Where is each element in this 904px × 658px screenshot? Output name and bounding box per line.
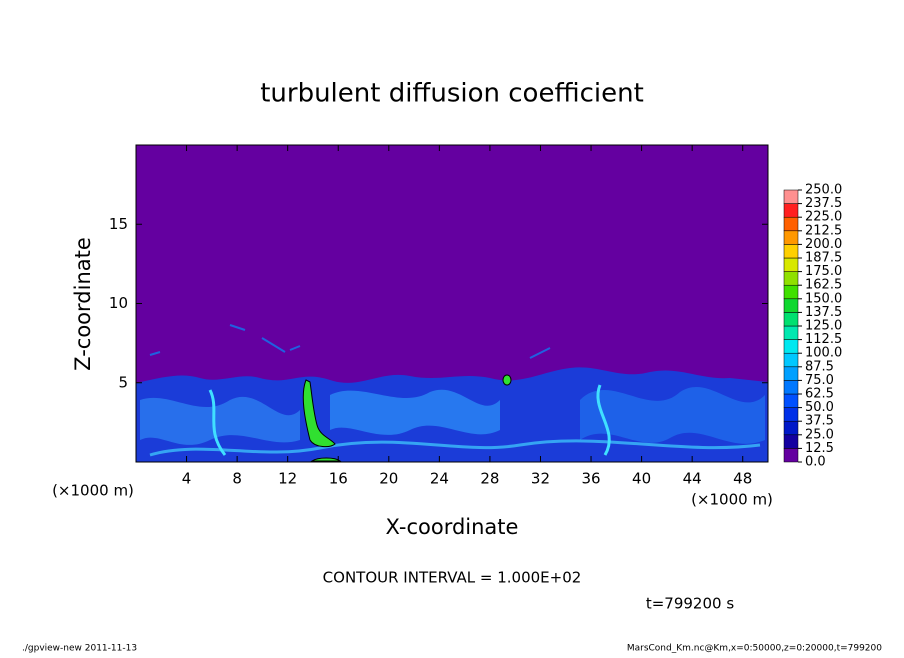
x-tick-label: 36	[581, 470, 600, 488]
colorbar-bin	[783, 420, 799, 436]
colorbar-label: 125.0	[805, 319, 842, 334]
contour-interval: CONTOUR INTERVAL = 1.000E+02	[323, 569, 582, 587]
colorbar-label: 225.0	[805, 210, 842, 225]
time-label: t=799200 s	[646, 595, 734, 613]
x-tick-label: 8	[232, 470, 242, 488]
colorbar-bin	[783, 325, 799, 340]
x-tick-label: 4	[182, 470, 192, 488]
eddy	[330, 389, 500, 435]
colorbar-bin	[783, 312, 799, 327]
colorbar-bin	[783, 203, 799, 218]
y-tick-label: 15	[109, 215, 128, 233]
footer-left: ./gpview-new 2011-11-13	[22, 644, 137, 654]
colorbar-label: 137.5	[805, 305, 842, 320]
plume	[310, 457, 342, 462]
colorbar-label: 237.5	[805, 196, 842, 211]
colorbar-bin	[783, 407, 799, 422]
y-tick-label: 5	[118, 373, 128, 391]
colorbar-label: 150.0	[805, 291, 842, 306]
x-tick-label: 48	[733, 470, 752, 488]
eddy-streak	[208, 389, 227, 456]
colorbar-bin	[783, 284, 799, 300]
colorbar-label: 62.5	[805, 387, 834, 402]
x-tick-label: 44	[683, 470, 702, 488]
eddy-streak	[149, 439, 761, 457]
colorbar: 0.012.525.037.550.062.575.087.5100.0112.…	[783, 183, 842, 470]
colorbar-bin	[783, 339, 799, 354]
eddy	[580, 386, 765, 444]
eddy-streak	[149, 324, 551, 359]
colorbar-bin	[783, 434, 799, 449]
x-tick-label: 20	[379, 470, 398, 488]
colorbar-label: 187.5	[805, 251, 842, 266]
colorbar-label: 0.0	[805, 455, 826, 470]
y-axis-label: Z-coordinate	[71, 237, 95, 371]
y-tick-label: 10	[109, 294, 128, 312]
colorbar-label: 50.0	[805, 400, 834, 415]
footer-right: MarsCond_Km.nc@Km,x=0:50000,z=0:20000,t=…	[627, 644, 882, 654]
colorbar-bin	[783, 230, 799, 245]
x-unit-label: (×1000 m)	[691, 491, 773, 509]
colorbar-bin	[783, 448, 799, 463]
eddy	[140, 396, 300, 445]
x-axis-label: X-coordinate	[386, 515, 519, 539]
x-tick-label: 12	[278, 470, 297, 488]
colorbar-label: 112.5	[805, 332, 842, 347]
colorbar-bin	[783, 189, 799, 204]
colorbar-bin	[783, 257, 799, 272]
plume	[502, 374, 512, 386]
colorbar-label: 12.5	[805, 441, 834, 456]
colorbar-label: 200.0	[805, 237, 842, 252]
colorbar-bin	[783, 352, 799, 368]
x-tick-label: 28	[480, 470, 499, 488]
colorbar-label: 212.5	[805, 223, 842, 238]
x-tick-label: 32	[531, 470, 550, 488]
x-tick-label: 16	[329, 470, 348, 488]
plume	[302, 379, 336, 448]
colorbar-label: 250.0	[805, 183, 842, 198]
chart-title: turbulent diffusion coefficient	[260, 79, 644, 109]
eddy-streak	[596, 384, 611, 456]
colorbar-bin	[783, 366, 799, 381]
colorbar-label: 175.0	[805, 264, 842, 279]
colorbar-bin	[783, 298, 799, 313]
colorbar-bin	[783, 216, 799, 232]
colorbar-label: 75.0	[805, 373, 834, 388]
colorbar-label: 162.5	[805, 278, 842, 293]
x-tick-label: 40	[632, 470, 651, 488]
colorbar-label: 25.0	[805, 427, 834, 442]
x-tick-label: 24	[430, 470, 449, 488]
colorbar-bin	[783, 271, 799, 286]
colorbar-bin	[783, 244, 799, 259]
colorbar-label: 100.0	[805, 346, 842, 361]
colorbar-label: 37.5	[805, 414, 834, 429]
field	[136, 145, 768, 462]
colorbar-bin	[783, 380, 799, 395]
colorbar-bin	[783, 393, 799, 408]
colorbar-label: 87.5	[805, 359, 834, 374]
y-unit-label: (×1000 m)	[52, 482, 134, 500]
